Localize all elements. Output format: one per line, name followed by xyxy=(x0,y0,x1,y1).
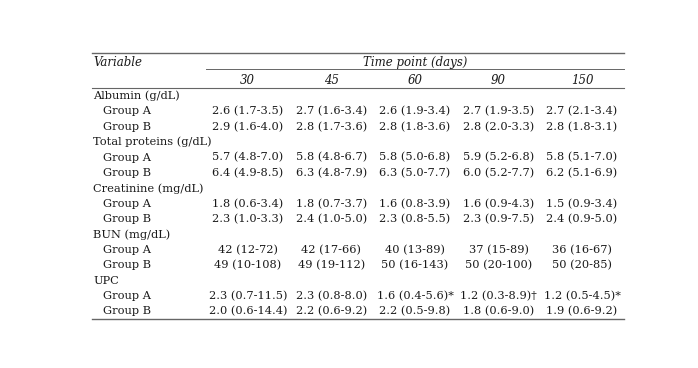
Text: Group B: Group B xyxy=(103,168,151,178)
Text: Time point (days): Time point (days) xyxy=(363,56,467,69)
Text: Group A: Group A xyxy=(103,291,151,301)
Text: 2.7 (1.9-3.5): 2.7 (1.9-3.5) xyxy=(463,106,534,117)
Text: 37 (15-89): 37 (15-89) xyxy=(468,245,528,255)
Text: 50 (16-143): 50 (16-143) xyxy=(381,260,449,270)
Text: Albumin (g/dL): Albumin (g/dL) xyxy=(94,91,180,101)
Text: 6.2 (5.1-6.9): 6.2 (5.1-6.9) xyxy=(547,168,618,178)
Text: 2.6 (1.9-3.4): 2.6 (1.9-3.4) xyxy=(379,106,451,117)
Text: 5.8 (5.0-6.8): 5.8 (5.0-6.8) xyxy=(379,152,451,163)
Text: 150: 150 xyxy=(571,74,593,87)
Text: 1.2 (0.5-4.5)*: 1.2 (0.5-4.5)* xyxy=(544,291,621,301)
Text: 1.2 (0.3-8.9)†: 1.2 (0.3-8.9)† xyxy=(460,291,537,301)
Text: 49 (10-108): 49 (10-108) xyxy=(214,260,281,270)
Text: Group A: Group A xyxy=(103,152,151,163)
Text: 6.0 (5.2-7.7): 6.0 (5.2-7.7) xyxy=(463,168,534,178)
Text: 30: 30 xyxy=(240,74,255,87)
Text: 5.8 (4.8-6.7): 5.8 (4.8-6.7) xyxy=(296,152,367,163)
Text: 49 (19-112): 49 (19-112) xyxy=(298,260,365,270)
Text: 1.6 (0.4-5.6)*: 1.6 (0.4-5.6)* xyxy=(376,291,454,301)
Text: 5.7 (4.8-7.0): 5.7 (4.8-7.0) xyxy=(212,152,283,163)
Text: 2.4 (1.0-5.0): 2.4 (1.0-5.0) xyxy=(296,214,367,224)
Text: 5.9 (5.2-6.8): 5.9 (5.2-6.8) xyxy=(463,152,534,163)
Text: 36 (16-67): 36 (16-67) xyxy=(552,245,612,255)
Text: 2.3 (0.7-11.5): 2.3 (0.7-11.5) xyxy=(209,291,287,301)
Text: Group B: Group B xyxy=(103,122,151,132)
Text: Group A: Group A xyxy=(103,106,151,116)
Text: 2.4 (0.9-5.0): 2.4 (0.9-5.0) xyxy=(547,214,618,224)
Text: 2.8 (1.8-3.6): 2.8 (1.8-3.6) xyxy=(379,121,451,132)
Text: 2.7 (2.1-3.4): 2.7 (2.1-3.4) xyxy=(547,106,618,117)
Text: BUN (mg/dL): BUN (mg/dL) xyxy=(94,229,170,240)
Text: Variable: Variable xyxy=(94,56,142,69)
Text: 1.8 (0.6-9.0): 1.8 (0.6-9.0) xyxy=(463,306,534,316)
Text: 1.6 (0.8-3.9): 1.6 (0.8-3.9) xyxy=(379,198,451,209)
Text: 50 (20-100): 50 (20-100) xyxy=(465,260,532,270)
Text: Group B: Group B xyxy=(103,214,151,224)
Text: 6.4 (4.9-8.5): 6.4 (4.9-8.5) xyxy=(212,168,283,178)
Text: Group B: Group B xyxy=(103,260,151,270)
Text: 1.9 (0.6-9.2): 1.9 (0.6-9.2) xyxy=(547,306,618,316)
Text: 1.8 (0.6-3.4): 1.8 (0.6-3.4) xyxy=(212,198,283,209)
Text: 6.3 (4.8-7.9): 6.3 (4.8-7.9) xyxy=(296,168,367,178)
Text: 40 (13-89): 40 (13-89) xyxy=(385,245,445,255)
Text: UPC: UPC xyxy=(94,276,119,286)
Text: 2.3 (1.0-3.3): 2.3 (1.0-3.3) xyxy=(212,214,283,224)
Text: 2.2 (0.6-9.2): 2.2 (0.6-9.2) xyxy=(296,306,367,316)
Text: 2.0 (0.6-14.4): 2.0 (0.6-14.4) xyxy=(209,306,287,316)
Text: 2.3 (0.8-8.0): 2.3 (0.8-8.0) xyxy=(296,291,367,301)
Text: 42 (12-72): 42 (12-72) xyxy=(218,245,278,255)
Text: 6.3 (5.0-7.7): 6.3 (5.0-7.7) xyxy=(379,168,451,178)
Text: 1.5 (0.9-3.4): 1.5 (0.9-3.4) xyxy=(547,198,618,209)
Text: Group B: Group B xyxy=(103,306,151,316)
Text: 2.9 (1.6-4.0): 2.9 (1.6-4.0) xyxy=(212,121,283,132)
Text: 50 (20-85): 50 (20-85) xyxy=(552,260,612,270)
Text: 2.8 (1.7-3.6): 2.8 (1.7-3.6) xyxy=(296,121,367,132)
Text: 1.6 (0.9-4.3): 1.6 (0.9-4.3) xyxy=(463,198,534,209)
Text: 2.2 (0.5-9.8): 2.2 (0.5-9.8) xyxy=(379,306,451,316)
Text: Total proteins (g/dL): Total proteins (g/dL) xyxy=(94,137,211,148)
Text: 2.6 (1.7-3.5): 2.6 (1.7-3.5) xyxy=(212,106,283,117)
Text: 2.8 (2.0-3.3): 2.8 (2.0-3.3) xyxy=(463,121,534,132)
Text: 42 (17-66): 42 (17-66) xyxy=(302,245,362,255)
Text: 2.8 (1.8-3.1): 2.8 (1.8-3.1) xyxy=(547,121,618,132)
Text: 45: 45 xyxy=(324,74,339,87)
Text: Creatinine (mg/dL): Creatinine (mg/dL) xyxy=(94,183,204,194)
Text: 5.8 (5.1-7.0): 5.8 (5.1-7.0) xyxy=(547,152,618,163)
Text: 2.3 (0.9-7.5): 2.3 (0.9-7.5) xyxy=(463,214,534,224)
Text: 1.8 (0.7-3.7): 1.8 (0.7-3.7) xyxy=(296,198,367,209)
Text: Group A: Group A xyxy=(103,245,151,255)
Text: 60: 60 xyxy=(408,74,422,87)
Text: 2.3 (0.8-5.5): 2.3 (0.8-5.5) xyxy=(379,214,451,224)
Text: 90: 90 xyxy=(491,74,506,87)
Text: 2.7 (1.6-3.4): 2.7 (1.6-3.4) xyxy=(296,106,367,117)
Text: Group A: Group A xyxy=(103,199,151,209)
